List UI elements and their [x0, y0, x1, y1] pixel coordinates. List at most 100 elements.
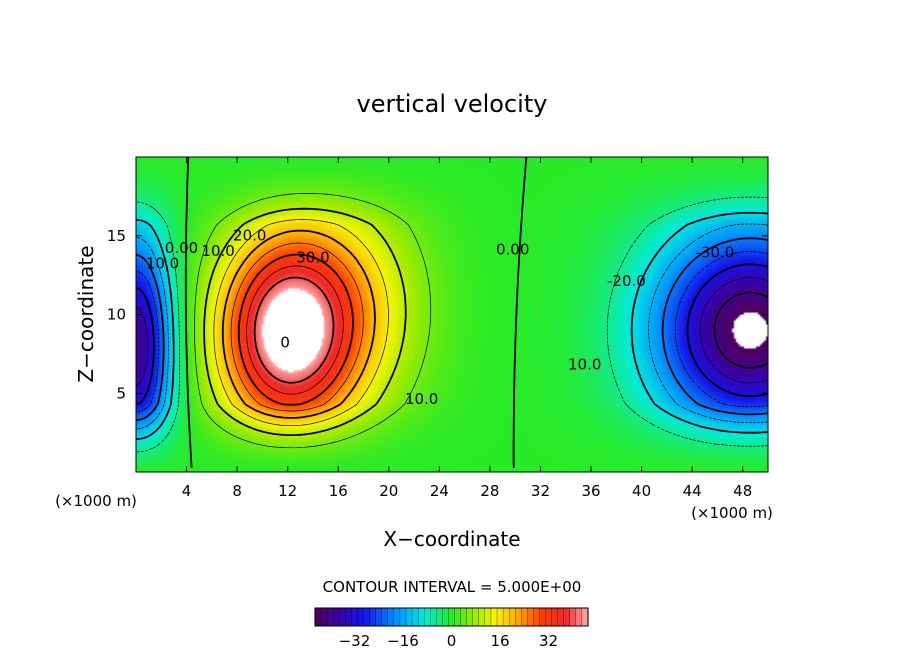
- colorbar-cell: [375, 607, 383, 627]
- contour-level: [136, 211, 768, 441]
- contour-label: 10.0: [146, 255, 179, 273]
- x-tick-label: 16: [329, 482, 348, 500]
- colorbar-tick-label: 0: [447, 632, 457, 650]
- x-unit-left: (×1000 m): [55, 492, 137, 510]
- x-tick-label: 36: [581, 482, 600, 500]
- colorbar-cells: [314, 607, 589, 627]
- colorbar-cell: [399, 607, 407, 627]
- colorbar-cell: [381, 607, 389, 627]
- contour-level: [230, 242, 364, 412]
- colorbar-cell: [527, 607, 534, 627]
- contour-level: [136, 223, 768, 430]
- x-axis-label: X−coordinate: [383, 527, 520, 551]
- contour-level: [221, 229, 376, 419]
- colorbar-cell: [545, 607, 553, 627]
- contour-level: [136, 237, 768, 422]
- colorbar-cell: [424, 607, 431, 627]
- contour-level: [246, 265, 344, 395]
- colorbar-cell: [508, 607, 516, 627]
- contour-label: 10.0: [568, 355, 601, 373]
- y-axis-label: Z−coordinate: [74, 245, 98, 382]
- contour-level: [136, 196, 768, 453]
- colorbar-tick-label: −32: [339, 632, 371, 650]
- x-unit-right: (×1000 m): [691, 504, 773, 522]
- contour-interval-text: CONTOUR INTERVAL = 5.000E+00: [323, 578, 582, 596]
- colorbar-cell: [557, 607, 565, 627]
- colorbar-cell: [326, 607, 334, 627]
- plot-area: [136, 157, 768, 472]
- x-tick-label: 48: [733, 482, 752, 500]
- x-tick-label: 24: [430, 482, 449, 500]
- colorbar-cell: [539, 607, 547, 627]
- x-tick-label: 4: [182, 482, 192, 500]
- contour-level: [194, 193, 432, 449]
- colorbar-cell: [369, 607, 377, 627]
- contour-label: 10.0: [201, 242, 234, 260]
- colorbar-cell: [551, 607, 559, 627]
- contour-label: -30.0: [696, 244, 735, 262]
- colorbar-cell: [417, 607, 425, 627]
- contour-level: [136, 277, 768, 386]
- y-tick-label: 5: [116, 384, 126, 402]
- colorbar-cell: [533, 607, 541, 627]
- colorbar-cell: [454, 607, 462, 627]
- x-tick-label: 44: [683, 482, 702, 500]
- colorbar-cell: [320, 607, 328, 627]
- contour-lines: [136, 157, 768, 469]
- colorbar-tick-label: −16: [387, 632, 419, 650]
- colorbar-cell: [484, 607, 492, 627]
- contour-level: [136, 251, 768, 413]
- colorbar-cell: [442, 607, 450, 627]
- y-tick-label: 15: [107, 227, 126, 245]
- x-tick-label: 12: [278, 482, 297, 500]
- colorbar-cell: [405, 607, 413, 627]
- colorbar-cell: [357, 607, 365, 627]
- colorbar-cell: [430, 607, 437, 627]
- contour-level: [203, 207, 407, 436]
- colorbar-cell: [569, 607, 577, 627]
- y-axis-ticks: 5 10 15: [107, 227, 768, 402]
- contour-level: [184, 157, 528, 469]
- chart-title: vertical velocity: [357, 90, 548, 118]
- contour-level: [237, 253, 354, 406]
- colorbar-cell: [472, 607, 480, 627]
- colorbar-cell: [345, 607, 352, 627]
- colorbar-cell: [411, 607, 419, 627]
- contour-label: 30.0: [296, 248, 329, 266]
- contour-level: [136, 263, 768, 406]
- contour-label: -20.0: [607, 272, 646, 290]
- colorbar-cell: [333, 607, 340, 627]
- colorbar-cell: [563, 607, 571, 627]
- contour-level: [713, 291, 768, 369]
- colorbar-cell: [496, 607, 504, 627]
- colorbar-cell: [339, 607, 346, 627]
- contour-label: 0.00: [496, 240, 529, 258]
- colorbar-cell: [314, 607, 322, 627]
- colorbar-tick-label: 16: [490, 632, 509, 650]
- colorbar-cell: [515, 607, 522, 627]
- colorbar-cell: [581, 607, 589, 627]
- colorbar-cell: [478, 607, 486, 627]
- colorbar-cell: [393, 607, 401, 627]
- colorbar-cell: [436, 607, 443, 627]
- colorbar-cell: [521, 607, 528, 627]
- colorbar-cell: [575, 607, 583, 627]
- colorbar: −32 −16 0 16 32: [314, 607, 589, 650]
- contour-level: [213, 219, 389, 427]
- x-tick-label: 28: [480, 482, 499, 500]
- velocity-field: [136, 157, 768, 472]
- colorbar-cell: [351, 607, 359, 627]
- colorbar-tick-label: 32: [539, 632, 558, 650]
- x-tick-label: 8: [232, 482, 242, 500]
- contour-label: 0.00: [165, 239, 198, 257]
- contour-label: 0: [280, 333, 290, 351]
- colorbar-cell: [387, 607, 395, 627]
- x-tick-label: 20: [379, 482, 398, 500]
- colorbar-cell: [466, 607, 474, 627]
- contour-labels: 0.0010.010.020.030.0010.00.00-20.0-30.01…: [146, 226, 734, 408]
- colorbar-cell: [490, 607, 498, 627]
- colorbar-cell: [502, 607, 510, 627]
- contour-label: 20.0: [233, 226, 266, 244]
- contour-level: [253, 276, 335, 384]
